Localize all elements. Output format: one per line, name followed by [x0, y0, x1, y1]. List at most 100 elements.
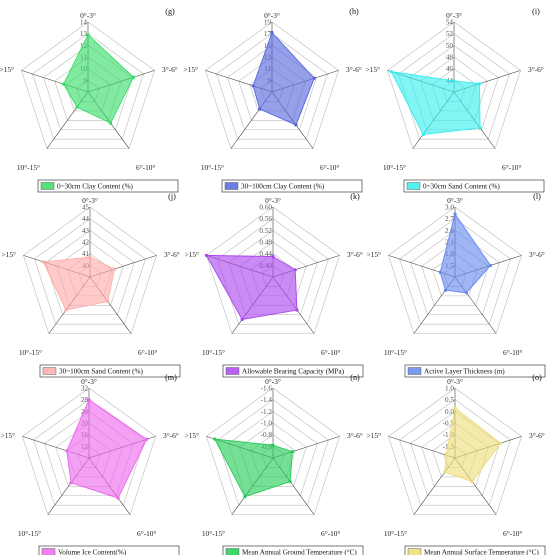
- axis-label: 6°-10°: [136, 163, 156, 172]
- data-point: [478, 126, 481, 129]
- data-point: [294, 268, 297, 271]
- axis-label: 6°-10°: [321, 348, 341, 357]
- legend-swatch: [225, 183, 238, 190]
- panel-letter: (j): [168, 192, 176, 201]
- legend-swatch: [42, 549, 55, 555]
- radar-panel: -1.5-1.0-0.50.00.51.00°-3°3°-6°6°-10°10°…: [366, 373, 545, 555]
- panel-letter: (n): [350, 373, 360, 382]
- axis-label: 10°-15°: [384, 348, 407, 357]
- data-point: [145, 438, 148, 441]
- data-area: [440, 214, 490, 293]
- panel-letter: (m): [165, 373, 177, 382]
- data-area: [206, 255, 297, 319]
- axis-label: 10°-15°: [384, 529, 407, 538]
- axis-label: 3°-6°: [164, 250, 180, 259]
- axis-label: >15°: [184, 250, 199, 259]
- data-point: [75, 106, 78, 109]
- axis-label: 6°-10°: [503, 529, 523, 538]
- data-point: [289, 480, 292, 483]
- data-point: [499, 442, 502, 445]
- axis-label: 10°-15°: [19, 348, 42, 357]
- axis-label: 10°-15°: [17, 163, 40, 172]
- legend-label: 0~30cm Clay Content (%): [57, 183, 134, 191]
- tick-label: 44: [82, 215, 90, 223]
- data-point: [113, 267, 116, 270]
- axis-label: 6°-10°: [503, 348, 523, 357]
- legend-swatch: [408, 368, 421, 375]
- data-point: [213, 437, 216, 440]
- tick-label: 0.56: [259, 215, 272, 223]
- axis-label: 3°-6°: [528, 65, 544, 74]
- data-point: [117, 497, 120, 500]
- data-point: [270, 31, 273, 34]
- axis-label: 10°-15°: [202, 529, 225, 538]
- tick-label: -0.8: [261, 431, 273, 439]
- panel-letter: (h): [349, 7, 359, 16]
- panel-letter: (l): [533, 192, 541, 201]
- axis-label: 3°-6°: [529, 250, 545, 259]
- data-point: [64, 308, 67, 311]
- tick-label: 46: [446, 65, 454, 73]
- legend-label: 30~100cm Sand Content (%): [59, 368, 144, 376]
- axis-label: 0°-3°: [446, 11, 462, 20]
- axis-label: 0°-3°: [447, 377, 463, 386]
- axis-label: 0°-3°: [264, 11, 280, 20]
- data-area: [43, 257, 114, 310]
- data-point: [271, 444, 274, 447]
- radar-panel: 1.51.82.12.42.73.00°-3°3°-6°6°-10°10°-15…: [366, 192, 545, 377]
- data-point: [313, 77, 316, 80]
- panel-letter: (g): [165, 7, 175, 16]
- tick-label: 0.0: [445, 408, 454, 416]
- tick-label: 42: [82, 239, 90, 247]
- axis-label: 0°-3°: [80, 11, 96, 20]
- data-point: [444, 289, 447, 292]
- axis-label: >15°: [366, 431, 381, 440]
- axis-label: >15°: [184, 431, 199, 440]
- data-point: [86, 33, 89, 36]
- data-point: [87, 398, 90, 401]
- data-point: [443, 471, 446, 474]
- axis-label: 10°-15°: [18, 529, 41, 538]
- legend-swatch: [43, 368, 56, 375]
- axis-label: >15°: [365, 65, 380, 74]
- data-point: [62, 82, 65, 85]
- data-point: [109, 122, 112, 125]
- radar-panel: 911131517190°-3°3°-6°6°-10°10°-15°>15°(h…: [183, 7, 362, 192]
- data-point: [88, 256, 91, 259]
- axis-label: 3°-6°: [347, 250, 363, 259]
- data-point: [271, 255, 274, 258]
- radar-panel: 4041424344450°-3°3°-6°6°-10°10°-15°>15°(…: [1, 192, 180, 377]
- axis-label: 3°-6°: [347, 431, 363, 440]
- tick-label: -1.2: [261, 408, 273, 416]
- radar-panel: 1216202428320°-3°3°-6°6°-10°10°-15°>15°(…: [0, 373, 179, 555]
- axis-label: 6°-10°: [502, 163, 522, 172]
- data-point: [132, 76, 135, 79]
- data-point: [489, 264, 492, 267]
- data-point: [471, 480, 474, 483]
- tick-label: -1.4: [261, 396, 273, 404]
- data-point: [106, 300, 109, 303]
- axis-label: >15°: [0, 431, 15, 440]
- data-point: [453, 212, 456, 215]
- axis-label: 0°-3°: [265, 196, 281, 205]
- data-point: [453, 406, 456, 409]
- axis-label: 3°-6°: [529, 431, 545, 440]
- axis-label: 3°-6°: [162, 65, 178, 74]
- tick-label: -1.0: [261, 420, 273, 428]
- data-point: [422, 133, 425, 136]
- panel-letter: (i): [532, 7, 540, 16]
- radar-panel: -0.6-0.8-1.0-1.2-1.4-1.60°-3°3°-6°6°-10°…: [184, 373, 363, 555]
- data-area: [391, 72, 480, 135]
- axis-label: 0°-3°: [447, 196, 463, 205]
- data-point: [390, 70, 393, 73]
- data-point: [241, 318, 244, 321]
- axis-label: >15°: [1, 250, 16, 259]
- axis-label: >15°: [366, 250, 381, 259]
- axis-label: 10°-15°: [201, 163, 224, 172]
- legend-label: 30~100cm Clay Content (%): [241, 183, 325, 191]
- tick-label: 13: [80, 30, 88, 38]
- data-point: [243, 495, 246, 498]
- axis-label: 0°-3°: [265, 377, 281, 386]
